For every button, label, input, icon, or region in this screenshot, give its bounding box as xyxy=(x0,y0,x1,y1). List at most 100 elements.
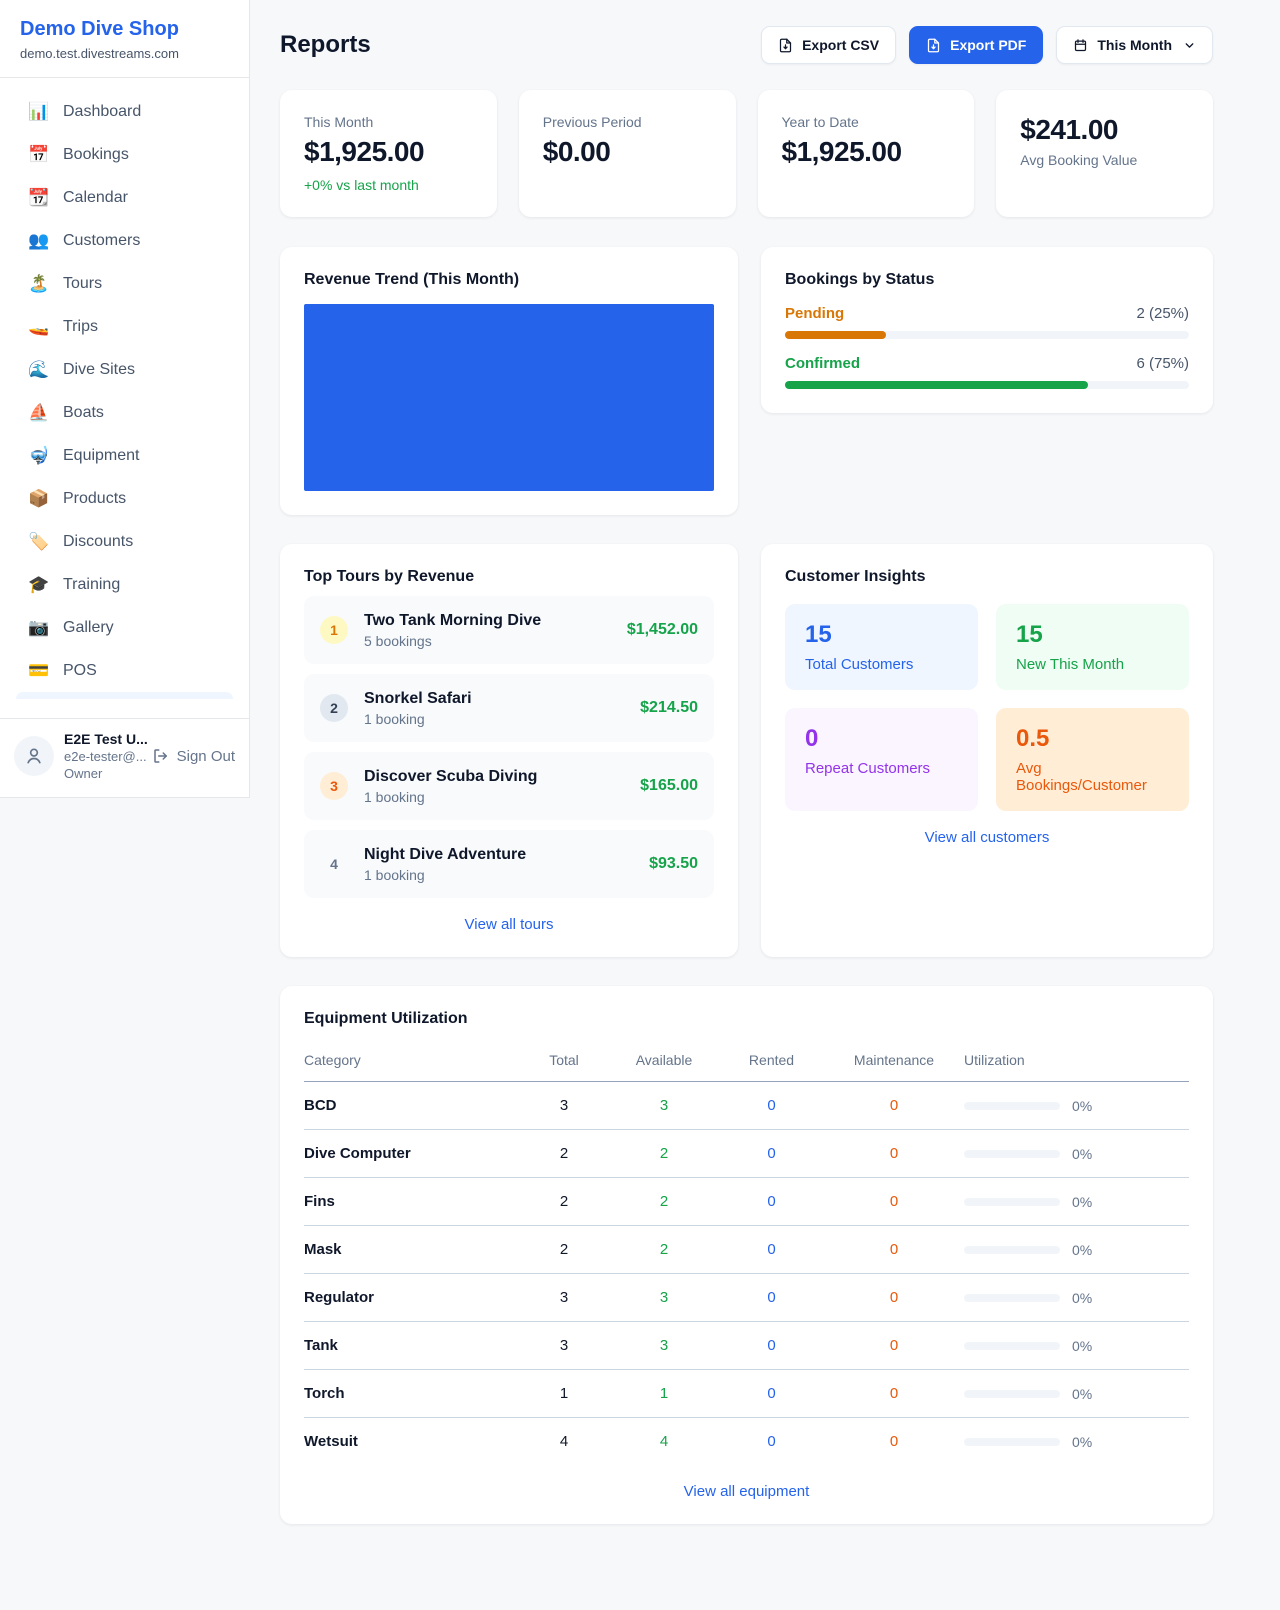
export-csv-button[interactable]: Export CSV xyxy=(761,26,897,64)
equipment-rented: 0 xyxy=(719,1369,824,1418)
equipment-category: BCD xyxy=(304,1081,519,1130)
customer-insights-card: Customer Insights 15 Total Customers 15 … xyxy=(761,544,1213,957)
user-box: E2E Test U... e2e-tester@... Owner Sign … xyxy=(0,718,249,797)
sidebar-nav: 📊 Dashboard 📅 Bookings 📆 Calendar 👥 Customer… xyxy=(0,78,249,718)
equipment-utilization-title: Equipment Utilization xyxy=(304,1010,468,1027)
confirmed-bar-track xyxy=(785,381,1189,389)
equipment-category: Regulator xyxy=(304,1273,519,1322)
stat-card-avg-booking-value: $241.00 Avg Booking Value xyxy=(996,90,1213,217)
tour-name: Night Dive Adventure xyxy=(364,845,527,863)
calendar-outline-icon xyxy=(1075,38,1087,51)
table-row: Mask 2 2 0 0 0% xyxy=(304,1225,1189,1274)
equipment-maintenance: 0 xyxy=(824,1321,964,1370)
stat-value: $1,925.00 xyxy=(781,136,903,167)
sidebar-item-customers[interactable]: 👥 Customers xyxy=(12,219,237,262)
pending-bar-track xyxy=(785,331,1189,339)
equipment-total: 3 xyxy=(519,1273,609,1322)
sidebar: Demo Dive Shop demo.test.divestreams.com… xyxy=(0,0,250,798)
tour-name: Two Tank Morning Dive xyxy=(364,611,542,629)
page-title: Reports xyxy=(280,31,371,58)
export-pdf-button[interactable]: Export PDF xyxy=(909,26,1044,64)
file-download-icon xyxy=(779,38,792,52)
utilization-cell: 0% xyxy=(964,1290,1189,1306)
sidebar-item-label: Boats xyxy=(63,403,104,421)
diving-mask-icon: 🤿 xyxy=(28,445,50,465)
tour-info: Snorkel Safari 1 booking xyxy=(364,690,472,727)
sidebar-item-bookings[interactable]: 📅 Bookings xyxy=(12,133,237,176)
utilization-cell: 0% xyxy=(964,1098,1189,1114)
sidebar-item-label: POS xyxy=(63,661,97,679)
stat-value: $241.00 xyxy=(1020,114,1118,145)
tour-row: 4 Night Dive Adventure 1 booking $93.50 xyxy=(304,830,714,898)
stat-value: $1,925.00 xyxy=(304,136,425,167)
brand-domain: demo.test.divestreams.com xyxy=(20,46,179,61)
calendar-icon: 📅 xyxy=(28,144,50,164)
equipment-available: 3 xyxy=(609,1273,719,1322)
equipment-rented: 0 xyxy=(719,1321,824,1370)
equipment-category: Tank xyxy=(304,1321,519,1370)
utilization-percent: 0% xyxy=(1072,1433,1093,1450)
equipment-maintenance: 0 xyxy=(824,1225,964,1274)
sidebar-item-reports-active-partial[interactable] xyxy=(16,692,233,699)
sidebar-item-trips[interactable]: 🚤 Trips xyxy=(12,305,237,348)
equipment-category: Wetsuit xyxy=(304,1433,358,1450)
utilization-cell: 0% xyxy=(964,1242,1189,1258)
header-actions: Export CSV Export PDF This Month xyxy=(761,26,1213,64)
table-header-row: Category Total Available Rented Maintena… xyxy=(304,1042,1189,1082)
sidebar-item-tours[interactable]: 🏝️ Tours xyxy=(12,262,237,305)
sidebar-item-label: Bookings xyxy=(63,145,129,163)
sidebar-item-equipment[interactable]: 🤿 Equipment xyxy=(12,434,237,477)
export-csv-label: Export CSV xyxy=(802,37,880,53)
top-tours-title: Top Tours by Revenue xyxy=(304,568,475,585)
view-all-customers-link[interactable]: View all customers xyxy=(924,829,1050,846)
table-row: Dive Computer 2 2 0 0 0% xyxy=(304,1129,1189,1178)
tour-row: 1 Two Tank Morning Dive 5 bookings $1,45… xyxy=(304,596,714,664)
sidebar-item-gallery[interactable]: 📷 Gallery xyxy=(12,606,237,649)
sidebar-item-calendar[interactable]: 📆 Calendar xyxy=(12,176,237,219)
sidebar-item-pos[interactable]: 💳 POS xyxy=(12,649,237,692)
table-row: Tank 3 3 0 0 0% xyxy=(304,1321,1189,1370)
stat-label: Avg Booking Value xyxy=(1020,152,1138,168)
sidebar-item-dive-sites[interactable]: 🌊 Dive Sites xyxy=(12,348,237,391)
tour-row: 2 Snorkel Safari 1 booking $214.50 xyxy=(304,674,714,742)
revenue-trend-card: Revenue Trend (This Month) xyxy=(280,247,738,515)
sidebar-item-training[interactable]: 🎓 Training xyxy=(12,563,237,606)
col-available: Available xyxy=(609,1042,719,1082)
equipment-available: 4 xyxy=(659,1433,669,1450)
utilization-cell: 0% xyxy=(964,1146,1189,1162)
equipment-category: Mask xyxy=(304,1225,519,1274)
equipment-maintenance: 0 xyxy=(824,1129,964,1178)
period-label: This Month xyxy=(1097,37,1172,53)
status-label-pending: Pending xyxy=(785,305,845,322)
equipment-category: Fins xyxy=(304,1177,519,1226)
equipment-category: Torch xyxy=(304,1369,519,1418)
rank-badge: 1 xyxy=(320,616,348,644)
user-meta: E2E Test U... e2e-tester@... Owner xyxy=(64,731,148,781)
view-all-tours-link[interactable]: View all tours xyxy=(464,916,554,933)
sidebar-item-products[interactable]: 📦 Products xyxy=(12,477,237,520)
sidebar-item-discounts[interactable]: 🏷️ Discounts xyxy=(12,520,237,563)
sidebar-item-dashboard[interactable]: 📊 Dashboard xyxy=(12,90,237,133)
col-maintenance: Maintenance xyxy=(824,1042,964,1082)
sign-out-button[interactable]: Sign Out xyxy=(152,747,235,765)
bookings-by-status-card: Bookings by Status Pending 2 (25%) Confi… xyxy=(761,247,1213,413)
insight-grid: 15 Total Customers 15 New This Month 0 R… xyxy=(785,604,1189,811)
status-label-confirmed: Confirmed xyxy=(785,355,860,372)
people-icon: 👥 xyxy=(28,230,50,250)
col-total: Total xyxy=(519,1042,609,1082)
equipment-utilization-card: Equipment Utilization Category Total Ava… xyxy=(280,986,1213,1524)
sidebar-item-label: Gallery xyxy=(63,618,114,636)
tour-revenue: $165.00 xyxy=(640,777,698,794)
period-dropdown[interactable]: This Month xyxy=(1056,26,1213,64)
sidebar-item-label: Training xyxy=(63,575,121,593)
sidebar-item-label: Discounts xyxy=(63,532,134,550)
view-all-equipment-link[interactable]: View all equipment xyxy=(683,1483,810,1500)
tile-value: 0 xyxy=(805,725,819,752)
sidebar-item-boats[interactable]: ⛵ Boats xyxy=(12,391,237,434)
utilization-percent: 0% xyxy=(1072,1385,1093,1402)
equipment-rented: 0 xyxy=(719,1081,824,1130)
rank-badge: 3 xyxy=(320,772,348,800)
equipment-available: 3 xyxy=(609,1081,719,1130)
sidebar-item-label: Customers xyxy=(63,231,141,249)
sidebar-item-label: Dive Sites xyxy=(63,360,136,378)
